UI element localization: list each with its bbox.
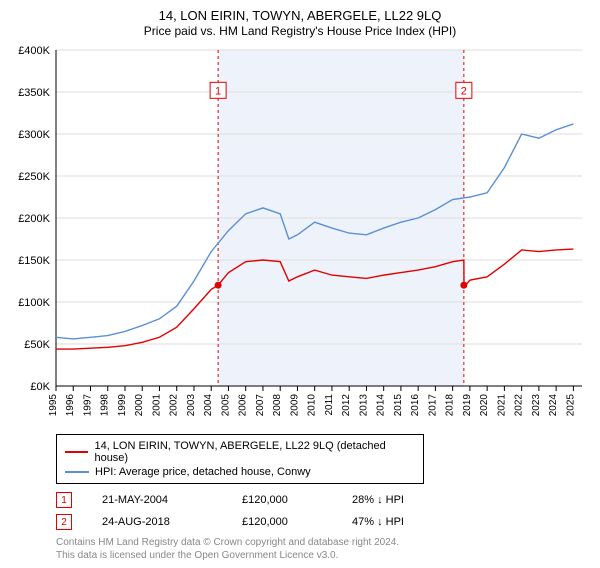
legend: 14, LON EIRIN, TOWYN, ABERGELE, LL22 9LQ… bbox=[56, 434, 424, 484]
event-date: 21-MAY-2004 bbox=[102, 494, 212, 506]
svg-text:£350K: £350K bbox=[18, 87, 50, 99]
footer-attribution: Contains HM Land Registry data © Crown c… bbox=[56, 536, 590, 562]
svg-text:1: 1 bbox=[215, 85, 221, 97]
svg-text:2018: 2018 bbox=[445, 394, 456, 417]
svg-text:2005: 2005 bbox=[220, 394, 231, 417]
svg-text:£50K: £50K bbox=[24, 339, 50, 351]
event-marker: 1 bbox=[56, 492, 72, 508]
legend-item: HPI: Average price, detached house, Conw… bbox=[65, 465, 415, 479]
svg-text:£250K: £250K bbox=[18, 171, 50, 183]
svg-text:£300K: £300K bbox=[18, 129, 50, 141]
legend-swatch bbox=[65, 471, 89, 473]
legend-item: 14, LON EIRIN, TOWYN, ABERGELE, LL22 9LQ… bbox=[65, 439, 415, 465]
svg-text:2014: 2014 bbox=[376, 394, 387, 417]
legend-label: 14, LON EIRIN, TOWYN, ABERGELE, LL22 9LQ… bbox=[94, 440, 415, 464]
svg-text:£0K: £0K bbox=[30, 381, 50, 393]
svg-text:2013: 2013 bbox=[358, 394, 369, 417]
event-row: 2 24-AUG-2018 £120,000 47% ↓ HPI bbox=[56, 514, 590, 530]
svg-text:1996: 1996 bbox=[65, 394, 76, 417]
svg-text:1995: 1995 bbox=[48, 394, 59, 417]
svg-text:2024: 2024 bbox=[548, 394, 559, 417]
event-date: 24-AUG-2018 bbox=[102, 516, 212, 528]
event-price: £120,000 bbox=[242, 516, 322, 528]
legend-label: HPI: Average price, detached house, Conw… bbox=[95, 466, 311, 478]
svg-text:2008: 2008 bbox=[272, 394, 283, 417]
page-title: 14, LON EIRIN, TOWYN, ABERGELE, LL22 9LQ bbox=[10, 8, 590, 23]
svg-text:2: 2 bbox=[461, 85, 467, 97]
svg-text:2004: 2004 bbox=[203, 394, 214, 417]
svg-text:2010: 2010 bbox=[307, 394, 318, 417]
svg-text:1999: 1999 bbox=[117, 394, 128, 417]
event-row: 1 21-MAY-2004 £120,000 28% ↓ HPI bbox=[56, 492, 590, 508]
svg-text:£400K: £400K bbox=[18, 46, 50, 57]
event-price: £120,000 bbox=[242, 494, 322, 506]
svg-text:2003: 2003 bbox=[186, 394, 197, 417]
svg-text:2000: 2000 bbox=[134, 394, 145, 417]
svg-text:2012: 2012 bbox=[341, 394, 352, 417]
svg-text:2016: 2016 bbox=[410, 394, 421, 417]
svg-text:1997: 1997 bbox=[82, 394, 93, 417]
svg-text:2022: 2022 bbox=[514, 394, 525, 417]
svg-text:1998: 1998 bbox=[100, 394, 111, 417]
footer-line: Contains HM Land Registry data © Crown c… bbox=[56, 536, 590, 549]
svg-text:2025: 2025 bbox=[565, 394, 576, 417]
event-marker: 2 bbox=[56, 514, 72, 530]
legend-swatch bbox=[65, 451, 88, 453]
svg-text:2002: 2002 bbox=[169, 394, 180, 417]
event-delta: 47% ↓ HPI bbox=[352, 516, 404, 528]
svg-text:2019: 2019 bbox=[462, 394, 473, 417]
page-subtitle: Price paid vs. HM Land Registry's House … bbox=[10, 24, 590, 38]
svg-text:2021: 2021 bbox=[496, 394, 507, 417]
svg-text:2006: 2006 bbox=[238, 394, 249, 417]
svg-text:2007: 2007 bbox=[255, 394, 266, 417]
svg-text:2020: 2020 bbox=[479, 394, 490, 417]
price-hpi-chart: £0K £50K £100K £150K £200K £250K £300K £350K £40… bbox=[10, 46, 590, 426]
svg-text:2001: 2001 bbox=[151, 394, 162, 417]
footer-line: This data is licensed under the Open Gov… bbox=[56, 549, 590, 562]
svg-text:£200K: £200K bbox=[18, 213, 50, 225]
svg-text:2009: 2009 bbox=[289, 394, 300, 417]
svg-text:2015: 2015 bbox=[393, 394, 404, 417]
svg-text:2017: 2017 bbox=[427, 394, 438, 417]
event-delta: 28% ↓ HPI bbox=[352, 494, 404, 506]
svg-text:2011: 2011 bbox=[324, 394, 335, 416]
svg-text:£100K: £100K bbox=[18, 297, 50, 309]
event-list: 1 21-MAY-2004 £120,000 28% ↓ HPI 2 24-AUG-201… bbox=[56, 492, 590, 530]
svg-text:£150K: £150K bbox=[18, 255, 50, 267]
svg-text:2023: 2023 bbox=[531, 394, 542, 417]
